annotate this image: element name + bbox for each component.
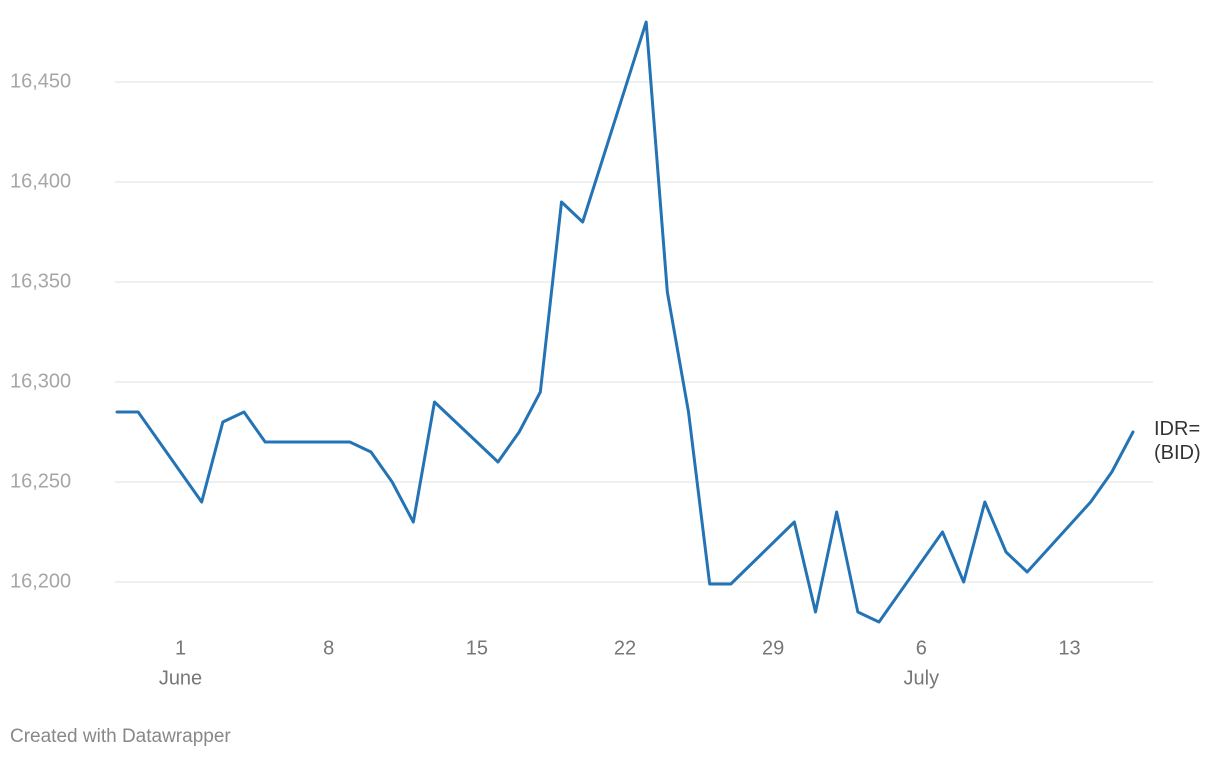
x-tick-label: 1 (175, 637, 186, 659)
y-tick-label: 16,400 (10, 170, 71, 192)
series-label: IDR= (BID) (1154, 418, 1201, 464)
x-tick-label: 29 (762, 637, 784, 659)
x-tick-label: 8 (323, 637, 334, 659)
month-label: July (904, 667, 940, 689)
y-tick-label: 16,450 (10, 70, 71, 92)
y-tick-label: 16,350 (10, 270, 71, 292)
footer: Created with Datawrapper (10, 726, 231, 747)
y-tick-label: 16,300 (10, 370, 71, 392)
y-tick-label: 16,200 (10, 570, 71, 592)
month-label: June (159, 667, 202, 689)
y-tick-label: 16,250 (10, 470, 71, 492)
x-tick-label: 15 (466, 637, 488, 659)
x-tick-label: 22 (614, 637, 636, 659)
x-tick-label: 6 (916, 637, 927, 659)
x-tick-label: 13 (1058, 637, 1080, 659)
line (115, 20, 1135, 624)
